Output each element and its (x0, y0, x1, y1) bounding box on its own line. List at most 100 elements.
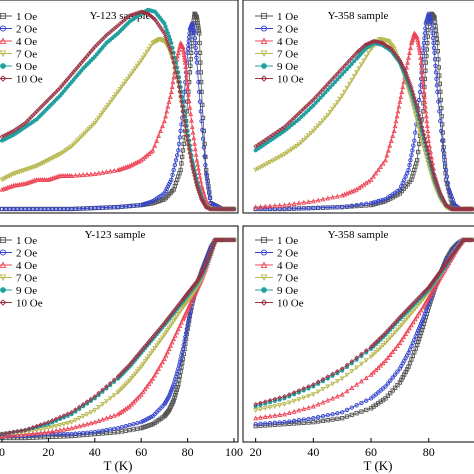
data-point (71, 69, 76, 75)
data-point (49, 156, 55, 161)
data-point (306, 393, 311, 399)
data-point (80, 414, 86, 419)
data-point (323, 84, 328, 89)
data-point (107, 414, 113, 420)
data-point (253, 408, 259, 413)
data-point (332, 103, 338, 109)
data-point (38, 161, 44, 167)
data-point (80, 401, 86, 407)
data-point (196, 25, 201, 31)
legend-entry: 7 Oe (16, 49, 37, 61)
data-point (408, 158, 413, 163)
data-point (298, 108, 304, 114)
data-point (61, 206, 67, 212)
data-point (359, 351, 364, 357)
data-point (286, 201, 292, 207)
data-point (119, 429, 125, 434)
data-point (260, 163, 266, 169)
data-point (65, 206, 70, 212)
data-point (92, 205, 97, 211)
data-point (354, 202, 359, 208)
legend-entry: 1 Oe (16, 235, 37, 247)
data-point (173, 69, 179, 75)
data-point (119, 424, 125, 430)
data-point (177, 135, 183, 140)
legend-marker (0, 274, 7, 282)
data-point (40, 160, 46, 166)
x-tick-label: 80 (182, 445, 194, 459)
data-point (325, 384, 331, 390)
data-point (129, 360, 134, 365)
data-point (84, 206, 90, 211)
data-point (330, 106, 336, 112)
data-point (360, 45, 365, 50)
data-point (390, 388, 395, 393)
data-point (373, 170, 379, 176)
data-point (142, 201, 148, 206)
data-point (282, 152, 287, 158)
data-point (267, 413, 273, 419)
data-point (61, 431, 67, 437)
data-point (430, 31, 435, 36)
x-axis-label: T (K) (103, 458, 132, 473)
data-point (296, 142, 302, 148)
data-point (140, 389, 146, 394)
data-point (277, 403, 283, 409)
data-point (84, 430, 90, 435)
data-point (57, 422, 63, 428)
data-point (61, 413, 67, 418)
data-point (108, 205, 113, 210)
data-point (57, 434, 63, 439)
data-point (344, 414, 350, 419)
data-point (359, 400, 364, 406)
data-point (73, 418, 78, 423)
data-point (258, 414, 263, 420)
data-point (100, 110, 105, 116)
data-point (73, 172, 78, 178)
data-point (69, 420, 75, 425)
data-point (0, 433, 5, 439)
data-point (373, 367, 379, 373)
data-point (403, 317, 409, 323)
data-point (442, 262, 448, 268)
data-point (286, 410, 292, 416)
data-point (327, 79, 333, 84)
data-point (414, 304, 420, 309)
data-point (148, 378, 154, 384)
data-point (175, 326, 181, 332)
data-point (57, 414, 63, 420)
data-point (282, 394, 287, 399)
data-point (194, 157, 200, 163)
data-point (296, 418, 302, 423)
x-tick-label: 0 (0, 445, 5, 459)
data-point (335, 368, 340, 374)
data-point (332, 73, 338, 79)
data-point (169, 177, 174, 182)
data-point (277, 412, 283, 418)
data-point (192, 36, 198, 41)
legend-marker (260, 274, 268, 282)
data-point (184, 133, 190, 139)
data-point (438, 118, 443, 124)
legend-marker (0, 236, 7, 244)
data-point (192, 31, 197, 36)
data-point (375, 167, 381, 173)
data-point (367, 40, 372, 46)
data-point (330, 82, 335, 87)
data-point (135, 420, 140, 426)
data-point (186, 146, 192, 152)
data-point (173, 392, 178, 398)
data-point (424, 118, 430, 124)
data-point (435, 89, 440, 95)
data-point (180, 356, 186, 361)
data-point (88, 396, 94, 402)
data-point (413, 115, 419, 121)
legend-marker (260, 12, 268, 20)
data-point (88, 206, 94, 211)
data-point (378, 362, 384, 368)
data-point (401, 334, 407, 340)
data-point (274, 156, 280, 161)
data-point (134, 63, 140, 69)
data-point (92, 171, 98, 177)
data-point (143, 10, 149, 16)
